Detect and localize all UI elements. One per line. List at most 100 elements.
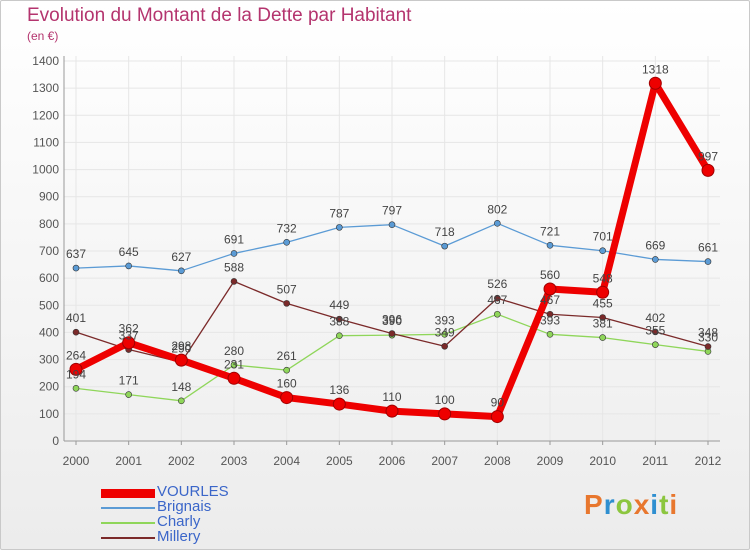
y-tick-label: 500 [39, 298, 59, 312]
legend-item-brignais: Brignais [101, 498, 301, 515]
data-label-brignais: 645 [119, 245, 139, 259]
data-label-vourles: 548 [593, 271, 613, 285]
legend-label: Brignais [157, 498, 212, 515]
legend-swatch [101, 488, 155, 498]
data-label-brignais: 627 [171, 250, 191, 264]
data-point-vourles [543, 282, 557, 296]
data-point-vourles [332, 397, 346, 411]
data-label-millery: 455 [593, 297, 613, 311]
data-point-vourles [701, 163, 715, 177]
data-label-vourles: 110 [382, 390, 401, 404]
x-tick-label: 2001 [115, 454, 142, 468]
data-point-brignais [599, 247, 606, 255]
data-point-brignais [652, 256, 659, 263]
data-point-charly [441, 331, 448, 338]
data-label-millery: 337 [119, 329, 139, 343]
data-label-vourles: 136 [329, 383, 349, 397]
data-label-brignais: 637 [66, 247, 86, 261]
data-label-millery: 290 [171, 341, 191, 355]
data-point-millery [388, 330, 396, 337]
data-point-vourles [122, 336, 136, 350]
y-tick-label: 800 [39, 217, 59, 231]
data-point-charly [546, 331, 554, 338]
data-point-charly [125, 391, 132, 398]
data-point-brignais [336, 224, 343, 231]
data-label-brignais: 718 [435, 225, 455, 239]
data-point-millery [494, 294, 501, 302]
data-point-vourles [227, 371, 241, 385]
data-label-charly: 171 [119, 374, 139, 388]
x-tick-label: 2005 [326, 454, 353, 468]
data-label-charly: 393 [540, 313, 560, 327]
x-tick-label: 2011 [642, 454, 668, 468]
data-point-millery [704, 343, 712, 350]
y-tick-label: 1200 [32, 108, 59, 122]
legend-item-charly: Charly [101, 513, 301, 530]
data-point-millery [546, 310, 554, 318]
y-tick-label: 700 [39, 244, 59, 258]
data-point-brignais [546, 242, 554, 249]
data-point-charly [599, 334, 606, 341]
y-tick-label: 1300 [32, 81, 59, 95]
data-point-brignais [230, 250, 238, 257]
data-point-millery [283, 300, 290, 307]
data-point-brignais [72, 264, 80, 272]
data-point-millery [336, 315, 343, 323]
x-tick-label: 2000 [63, 454, 90, 468]
data-label-brignais: 787 [329, 206, 349, 220]
data-label-millery: 526 [487, 277, 507, 291]
data-label-millery: 349 [435, 325, 455, 339]
data-label-millery: 449 [329, 298, 349, 312]
y-tick-label: 300 [39, 353, 59, 367]
data-label-vourles: 264 [66, 348, 86, 362]
data-label-brignais: 691 [224, 232, 244, 246]
data-point-brignais [704, 258, 712, 265]
y-tick-label: 1100 [33, 135, 59, 149]
legend-swatch [101, 537, 155, 539]
data-label-millery: 402 [645, 311, 665, 325]
data-point-charly [230, 361, 238, 369]
data-point-vourles [596, 285, 610, 299]
x-tick-label: 2009 [537, 454, 564, 468]
data-point-vourles [280, 391, 294, 405]
x-tick-label: 2006 [379, 454, 406, 468]
data-point-brignais [125, 262, 132, 270]
data-label-charly: 467 [487, 293, 507, 307]
data-label-charly: 355 [645, 324, 665, 338]
y-tick-label: 1000 [32, 163, 59, 177]
data-label-vourles: 100 [435, 393, 455, 407]
data-label-millery: 507 [277, 282, 297, 296]
data-point-charly [72, 385, 80, 392]
data-point-brignais [494, 220, 501, 227]
chart-title: Evolution du Montant de la Dette par Hab… [27, 5, 412, 26]
x-tick-label: 2008 [484, 454, 511, 468]
data-point-charly [283, 366, 290, 374]
x-tick-label: 2012 [695, 454, 722, 468]
data-label-charly: 381 [593, 317, 613, 331]
data-point-millery [652, 328, 659, 336]
data-label-millery: 348 [698, 326, 718, 340]
data-point-vourles [648, 76, 662, 90]
legend-item-vourles: VOURLES [101, 484, 301, 500]
x-tick-label: 2003 [221, 454, 248, 468]
data-label-brignais: 669 [645, 238, 665, 252]
data-point-charly [178, 397, 185, 405]
legend-label: Charly [157, 513, 201, 530]
data-label-millery: 396 [382, 313, 402, 327]
y-tick-label: 1400 [32, 54, 59, 68]
y-tick-label: 0 [52, 434, 59, 448]
data-label-brignais: 802 [487, 202, 507, 216]
y-tick-label: 100 [39, 407, 59, 421]
data-point-millery [230, 278, 238, 285]
data-label-vourles: 90 [491, 396, 505, 410]
data-point-brignais [388, 221, 396, 228]
data-point-millery [72, 328, 80, 336]
data-label-brignais: 701 [593, 230, 613, 244]
data-label-vourles: 362 [119, 322, 139, 336]
data-label-millery: 467 [540, 293, 560, 307]
x-tick-label: 2010 [589, 454, 616, 468]
data-point-charly [336, 332, 343, 339]
data-point-millery [441, 342, 448, 350]
legend-swatch [101, 507, 155, 509]
